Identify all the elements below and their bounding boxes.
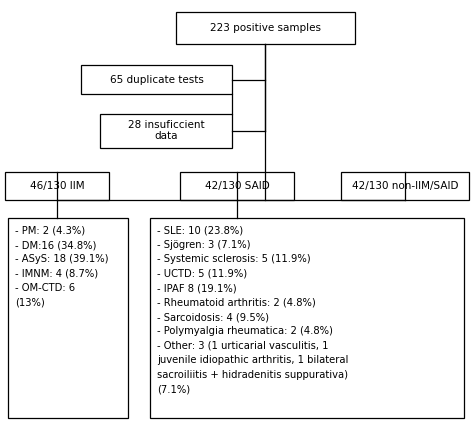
FancyBboxPatch shape [150, 218, 464, 418]
FancyBboxPatch shape [5, 172, 109, 200]
Text: 46/130 IIM: 46/130 IIM [30, 181, 85, 191]
Text: - PM: 2 (4.3%)
- DM:16 (34.8%)
- ASyS: 18 (39.1%)
- IMNM: 4 (8.7%)
- OM-CTD: 6
(: - PM: 2 (4.3%) - DM:16 (34.8%) - ASyS: 1… [15, 225, 109, 308]
Text: 42/130 SAID: 42/130 SAID [205, 181, 269, 191]
Text: 65 duplicate tests: 65 duplicate tests [109, 75, 204, 84]
Text: 42/130 non-IIM/SAID: 42/130 non-IIM/SAID [352, 181, 458, 191]
FancyBboxPatch shape [100, 114, 232, 148]
FancyBboxPatch shape [341, 172, 469, 200]
Text: 28 insuficcient
data: 28 insuficcient data [128, 120, 204, 142]
FancyBboxPatch shape [8, 218, 128, 418]
FancyBboxPatch shape [175, 12, 355, 45]
FancyBboxPatch shape [81, 65, 232, 94]
Text: - SLE: 10 (23.8%)
- Sjögren: 3 (7.1%)
- Systemic sclerosis: 5 (11.9%)
- UCTD: 5 : - SLE: 10 (23.8%) - Sjögren: 3 (7.1%) - … [156, 225, 348, 394]
Text: 223 positive samples: 223 positive samples [210, 24, 321, 33]
FancyBboxPatch shape [180, 172, 294, 200]
